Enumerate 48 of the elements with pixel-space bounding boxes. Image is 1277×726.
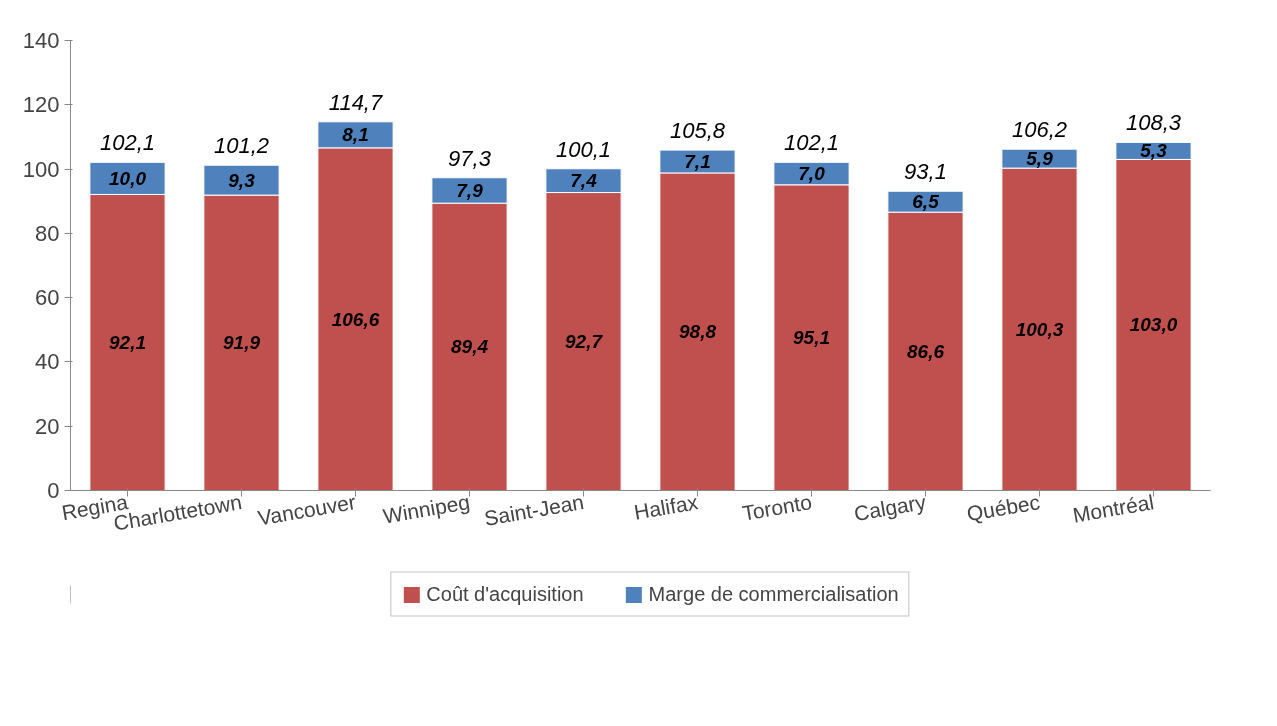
total-label: 97,3 xyxy=(448,145,492,171)
data-label: 86,6 xyxy=(907,340,945,362)
data-label: 7,0 xyxy=(798,163,826,185)
data-label: 103,0 xyxy=(1129,314,1178,336)
x-tick-label: Winnipeg xyxy=(381,490,472,528)
y-tick-label: 0 xyxy=(47,478,60,503)
y-tick-label: 40 xyxy=(35,349,60,375)
data-label: 89,4 xyxy=(451,336,489,358)
data-label: 91,9 xyxy=(223,332,261,354)
y-tick-label: 100 xyxy=(22,156,60,182)
data-label: 10,0 xyxy=(109,167,147,189)
y-tick-label: 60 xyxy=(35,285,60,311)
total-label: 106,2 xyxy=(1011,117,1068,143)
data-label: 7,9 xyxy=(456,179,484,201)
total-label: 102,1 xyxy=(99,130,156,156)
data-label: 7,1 xyxy=(684,151,711,173)
legend-label: Coût d'acquisition xyxy=(426,582,584,606)
data-label: 5,3 xyxy=(1140,140,1168,162)
y-tick-label: 20 xyxy=(35,413,60,439)
data-label: 98,8 xyxy=(679,321,717,343)
total-label: 101,2 xyxy=(213,133,270,159)
data-label: 8,1 xyxy=(342,124,369,146)
data-label: 9,3 xyxy=(228,169,256,191)
y-tick-label: 120 xyxy=(22,92,60,118)
total-label: 114,7 xyxy=(328,89,383,115)
total-label: 105,8 xyxy=(669,118,726,144)
data-label: 106,6 xyxy=(331,308,380,330)
legend-label: Marge de commercialisation xyxy=(648,582,899,606)
data-label: 92,1 xyxy=(109,331,146,353)
y-tick-label: 80 xyxy=(35,220,60,246)
data-label: 100,3 xyxy=(1015,318,1064,340)
x-tick-label: Québec xyxy=(965,490,1042,526)
y-tick-label: 140 xyxy=(22,28,60,53)
total-label: 93,1 xyxy=(904,159,947,185)
data-label: 6,5 xyxy=(912,191,940,213)
data-label: 5,9 xyxy=(1026,148,1054,170)
x-tick-label: Toronto xyxy=(740,490,814,525)
data-label: 92,7 xyxy=(565,331,604,353)
x-tick-label: Saint-Jean xyxy=(482,490,586,530)
x-tick-label: Montréal xyxy=(1071,490,1156,527)
total-label: 108,3 xyxy=(1125,110,1182,136)
x-tick-label: Calgary xyxy=(852,490,928,526)
x-tick-label: Halifax xyxy=(632,490,700,524)
x-tick-label: Vancouver xyxy=(256,490,358,530)
data-label: 7,4 xyxy=(570,170,598,192)
total-label: 100,1 xyxy=(555,136,612,162)
total-label: 102,1 xyxy=(783,130,840,156)
data-label: 95,1 xyxy=(793,327,830,349)
